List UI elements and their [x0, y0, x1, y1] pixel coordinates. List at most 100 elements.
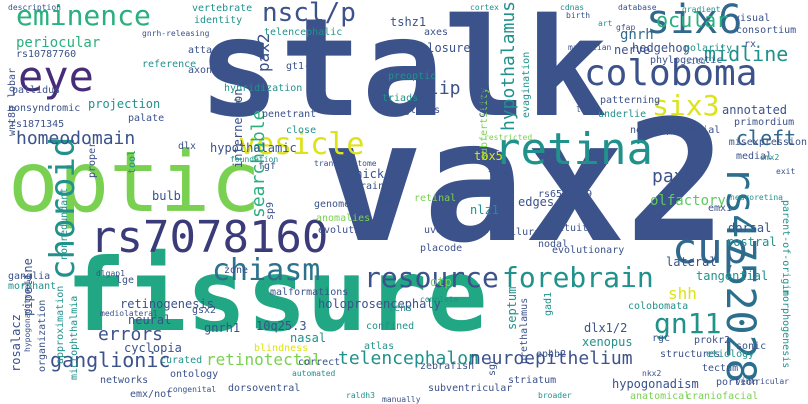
word: ventricular	[736, 377, 789, 386]
word: lip	[428, 78, 461, 99]
word: structures	[660, 349, 721, 360]
word: database	[618, 3, 657, 12]
word: prokr2	[694, 335, 731, 346]
word: tbx5	[474, 149, 503, 163]
word: neuroepithelial	[630, 125, 721, 136]
word: hypogonadism	[612, 377, 699, 391]
word: craniofacial	[686, 391, 759, 402]
word: six3	[652, 89, 720, 122]
word: sonic	[736, 341, 767, 352]
word: networks	[100, 375, 149, 386]
word: consortium	[736, 25, 797, 36]
word: shh	[668, 284, 697, 303]
word: lhx6	[576, 105, 596, 114]
word: visual	[734, 13, 771, 24]
word: gnrh-releasing	[142, 29, 210, 38]
word: bulb	[152, 189, 181, 203]
word: zone	[224, 265, 249, 276]
word: medial	[736, 151, 773, 162]
word: underlie	[598, 109, 647, 120]
word: malformations	[270, 287, 349, 298]
word: broader	[538, 391, 572, 400]
word: atlas	[364, 341, 395, 352]
word: wnt8b	[7, 105, 18, 136]
word: retinogenesis	[120, 297, 214, 311]
word: parent-of-origin	[780, 200, 791, 297]
word: preoptic	[388, 71, 437, 82]
word: nasal	[290, 331, 327, 345]
word: gradient	[682, 5, 721, 14]
word: microphthalmia	[69, 295, 80, 380]
word: tangential	[696, 269, 769, 283]
word: nonredundant	[59, 187, 70, 260]
word: gnrh1	[204, 321, 241, 335]
word: closure	[420, 41, 471, 55]
word: complete	[420, 295, 459, 304]
word: striatum	[508, 375, 557, 386]
word: rosalacz	[9, 314, 23, 372]
word: globus	[404, 105, 441, 116]
word: mediolateral	[100, 309, 158, 318]
word: evolutionary	[552, 245, 625, 256]
word: tool	[127, 149, 138, 174]
word: resource	[364, 261, 499, 294]
word: primordium	[734, 117, 795, 128]
word: approximation	[55, 285, 66, 364]
word: blindness	[254, 343, 309, 354]
word: ephb2	[536, 349, 567, 360]
word: six6	[646, 0, 743, 43]
word: coloboma	[584, 53, 758, 94]
word: neuroepithelium	[470, 348, 633, 369]
word: etiology	[706, 349, 755, 360]
word: dlx	[178, 141, 197, 152]
word: mammalian	[568, 43, 612, 52]
word: dlgap1	[96, 269, 125, 278]
word: nlz1	[470, 203, 499, 217]
word: ob	[233, 96, 242, 106]
word: tshz1	[390, 15, 427, 29]
word: telencephalon	[338, 348, 479, 369]
word: nodal	[538, 239, 569, 250]
word: pituitary	[552, 223, 607, 234]
word: edges	[518, 195, 555, 209]
word: brain	[354, 181, 385, 192]
word: chiasm	[212, 253, 321, 288]
word: chick	[348, 167, 385, 181]
word: cleft	[736, 126, 797, 150]
word: morphant	[8, 281, 57, 292]
word: optic	[8, 133, 261, 231]
word: close	[286, 125, 317, 136]
word: proper	[87, 141, 98, 178]
word: neuroretina	[730, 193, 783, 202]
word: organization	[37, 299, 48, 372]
word: vesicle	[238, 127, 365, 162]
word: patterning	[600, 95, 661, 106]
word: projection	[88, 97, 161, 111]
word: tfs	[488, 167, 510, 181]
word: olfactory	[650, 193, 726, 209]
word: axes	[424, 27, 449, 38]
word: dorsal	[728, 221, 772, 235]
word: pallidus	[12, 85, 61, 96]
word: axons	[188, 65, 219, 76]
word: homeodomain	[16, 128, 136, 149]
word: pax2	[254, 33, 273, 72]
word: birth	[566, 11, 591, 20]
word: neural	[128, 313, 172, 327]
word: hedgehog	[632, 41, 690, 55]
word: forebrain	[502, 261, 654, 294]
word: emx/not	[130, 389, 173, 400]
word: portion	[716, 377, 759, 388]
word: sp8	[378, 195, 397, 206]
word: nonsyndromic	[8, 103, 81, 114]
word: eminence	[16, 0, 151, 32]
word: fissure	[66, 237, 488, 354]
word: otp	[430, 275, 452, 289]
word: 10q25.3	[256, 319, 307, 333]
word: rs1871345	[10, 119, 65, 130]
word: colobomata	[628, 301, 689, 312]
word: uveal	[424, 225, 455, 236]
word: stalk	[198, 0, 608, 148]
word: penetrant	[262, 109, 317, 120]
word: misexpression	[728, 137, 807, 148]
